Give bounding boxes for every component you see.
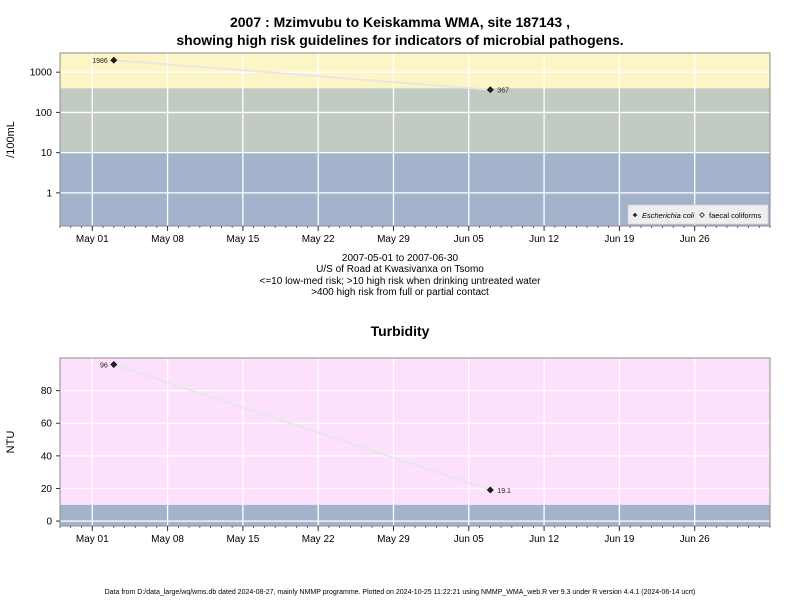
y-tick-label: 0 [46, 517, 52, 528]
data-point-marker [486, 86, 494, 94]
x-tick-label: Jun 12 [529, 234, 559, 245]
x-tick-label: May 15 [226, 534, 259, 545]
guideline-band [60, 358, 770, 505]
microbial-panel: May 01 May 08 May 15 May 22 May 29 Jun 05 Jun … [5, 52, 771, 245]
legend-marker-open [699, 212, 705, 218]
x-tick-label: May 15 [226, 234, 259, 245]
date-range-caption: 2007-05-01 to 2007-06-30 [341, 253, 459, 264]
y-tick-label: 40 [41, 451, 53, 462]
x-tick-label: Jun 19 [604, 234, 634, 245]
y-tick-label: 100 [35, 108, 52, 119]
x-tick-label: May 22 [302, 234, 335, 245]
data-point-marker [110, 56, 118, 64]
chart-title-line-1: 2007 : Mzimvubu to Keiskamma WMA, site 1… [229, 14, 570, 30]
turbidity-title: Turbidity [370, 323, 430, 339]
data-point-label: 1986 [92, 58, 108, 65]
x-tick-label: May 22 [302, 534, 335, 545]
x-tick-label: May 08 [151, 234, 184, 245]
data-point-label: 367 [497, 88, 509, 95]
data-point-marker [110, 361, 118, 368]
x-tick-label: Jun 05 [454, 534, 484, 545]
data-point-marker [486, 486, 494, 494]
x-tick-label: May 01 [76, 534, 109, 545]
x-tick-label: May 29 [377, 534, 410, 545]
y-tick-label: 80 [41, 386, 53, 397]
site-caption: U/S of Road at Kwasivanxa on Tsomo [316, 264, 484, 275]
y-tick-label: 60 [41, 419, 53, 430]
series-line [113, 59, 491, 91]
guideline-band [60, 88, 770, 153]
footer-note: Data from D:/data_large/wq/wms.db dated … [104, 589, 696, 596]
x-tick-label: May 01 [76, 234, 109, 245]
risk-caption-contact: >400 high risk from full or partial cont… [311, 287, 489, 298]
y-axis-label: NTU [5, 431, 17, 454]
x-tick-label: Jun 26 [680, 534, 710, 545]
legend-marker-filled [632, 212, 638, 218]
series-line [113, 363, 491, 491]
y-tick-label: 10 [41, 148, 53, 159]
data-point-label: 96 [100, 363, 108, 370]
guideline-band [60, 53, 770, 89]
legend-label-e-coli: Escherichia coli [642, 211, 694, 220]
y-tick-label: 1000 [30, 68, 53, 79]
chart-title-line-2: showing high risk guidelines for indicat… [176, 32, 624, 48]
guideline-band [60, 504, 770, 526]
x-tick-label: May 08 [151, 534, 184, 545]
turbidity-panel: May 01 May 08 May 15 May 22 May 29 Jun 05 Jun … [5, 357, 771, 545]
x-tick-label: Jun 26 [680, 234, 710, 245]
y-tick-label: 20 [41, 484, 53, 495]
risk-caption-drinking: <=10 low-med risk; >10 high risk when dr… [259, 276, 541, 287]
legend-box [627, 204, 769, 225]
x-tick-label: Jun 19 [604, 534, 634, 545]
y-tick-label: 1 [46, 188, 52, 199]
x-tick-label: Jun 05 [454, 234, 484, 245]
x-tick-label: Jun 12 [529, 534, 559, 545]
legend-label-faecal-coliforms: faecal coliforms [709, 211, 761, 220]
x-tick-label: May 29 [377, 234, 410, 245]
data-point-label: 19.1 [497, 488, 511, 495]
y-axis-label: /100mL [5, 121, 17, 158]
